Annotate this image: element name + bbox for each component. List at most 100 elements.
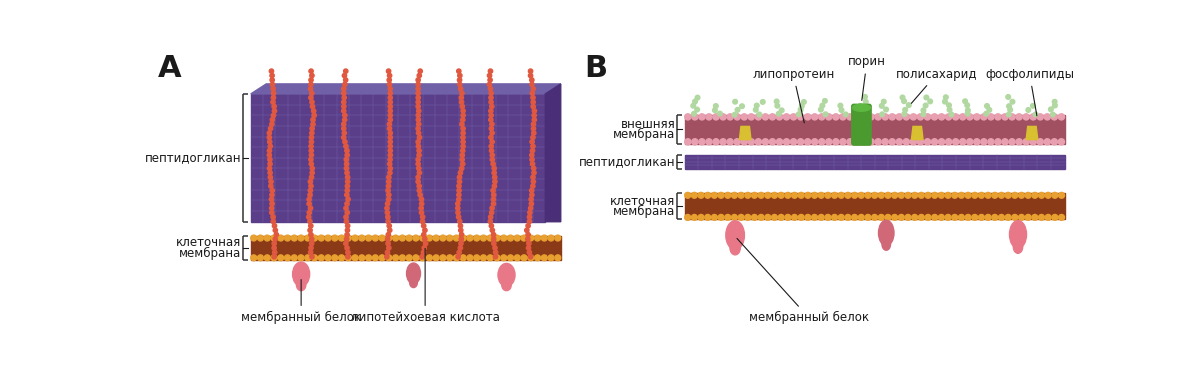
Circle shape	[823, 112, 828, 116]
FancyBboxPatch shape	[852, 104, 871, 145]
Circle shape	[342, 96, 347, 100]
Circle shape	[420, 254, 425, 259]
Circle shape	[493, 254, 498, 259]
Circle shape	[839, 214, 844, 220]
Circle shape	[938, 139, 944, 145]
Circle shape	[426, 235, 432, 241]
Circle shape	[388, 140, 392, 144]
Circle shape	[346, 250, 350, 254]
Circle shape	[840, 114, 846, 120]
Circle shape	[530, 135, 535, 140]
Circle shape	[532, 87, 535, 91]
Circle shape	[704, 214, 710, 220]
Circle shape	[318, 255, 324, 261]
Bar	[251, 94, 545, 222]
Circle shape	[528, 69, 533, 73]
Circle shape	[344, 219, 348, 224]
Circle shape	[388, 100, 392, 104]
Circle shape	[352, 235, 358, 241]
Circle shape	[491, 188, 496, 193]
Circle shape	[388, 118, 392, 122]
Circle shape	[461, 135, 466, 140]
Circle shape	[461, 235, 466, 241]
Circle shape	[416, 78, 420, 82]
Text: порин: порин	[848, 55, 886, 100]
Circle shape	[931, 214, 937, 220]
Circle shape	[802, 100, 806, 104]
Circle shape	[388, 96, 392, 100]
Circle shape	[480, 255, 486, 261]
Circle shape	[268, 153, 271, 157]
Circle shape	[342, 100, 346, 104]
Circle shape	[1045, 192, 1051, 198]
Circle shape	[344, 237, 349, 241]
Circle shape	[988, 114, 994, 120]
Circle shape	[1033, 112, 1038, 117]
Circle shape	[491, 197, 496, 202]
Circle shape	[268, 144, 272, 148]
Circle shape	[270, 202, 275, 206]
Circle shape	[386, 255, 391, 261]
Circle shape	[882, 99, 886, 104]
Circle shape	[751, 214, 757, 220]
Circle shape	[272, 250, 277, 254]
Circle shape	[457, 73, 462, 78]
Circle shape	[310, 73, 314, 78]
Circle shape	[779, 214, 784, 220]
Circle shape	[962, 99, 967, 103]
Circle shape	[344, 193, 349, 197]
Circle shape	[388, 153, 392, 157]
Circle shape	[1016, 139, 1022, 145]
Circle shape	[420, 215, 425, 219]
Circle shape	[785, 192, 791, 198]
Circle shape	[720, 139, 726, 145]
Circle shape	[310, 126, 314, 131]
Circle shape	[923, 103, 928, 108]
Circle shape	[271, 215, 275, 219]
Circle shape	[457, 197, 461, 202]
Circle shape	[457, 175, 462, 179]
Circle shape	[307, 211, 312, 215]
Circle shape	[392, 255, 398, 261]
Circle shape	[521, 235, 527, 241]
Text: клеточная: клеточная	[176, 236, 241, 249]
Circle shape	[1058, 114, 1064, 120]
Circle shape	[685, 114, 691, 120]
Circle shape	[342, 122, 346, 126]
Circle shape	[460, 166, 464, 170]
Circle shape	[524, 228, 529, 232]
Circle shape	[772, 192, 778, 198]
Circle shape	[992, 192, 997, 198]
Circle shape	[530, 184, 535, 188]
Circle shape	[308, 206, 313, 210]
Circle shape	[868, 114, 875, 120]
Circle shape	[346, 197, 350, 202]
Circle shape	[762, 114, 768, 120]
Circle shape	[488, 219, 492, 224]
Circle shape	[388, 122, 391, 126]
Circle shape	[386, 219, 390, 224]
Circle shape	[385, 254, 389, 259]
Text: мембранный белок: мембранный белок	[241, 280, 361, 324]
Circle shape	[839, 192, 844, 198]
Circle shape	[480, 235, 486, 241]
Circle shape	[911, 139, 917, 145]
Circle shape	[492, 193, 496, 197]
Circle shape	[310, 148, 313, 153]
Circle shape	[284, 235, 290, 241]
Ellipse shape	[293, 262, 310, 286]
Circle shape	[769, 139, 775, 145]
Circle shape	[258, 235, 263, 241]
Circle shape	[695, 95, 700, 100]
Circle shape	[457, 219, 462, 224]
Circle shape	[691, 214, 697, 220]
Circle shape	[902, 108, 907, 112]
Circle shape	[461, 255, 466, 261]
Circle shape	[490, 148, 493, 153]
Circle shape	[344, 166, 349, 170]
Circle shape	[713, 139, 719, 145]
Circle shape	[388, 113, 392, 118]
Circle shape	[359, 235, 365, 241]
Circle shape	[460, 232, 463, 237]
Circle shape	[346, 179, 350, 184]
